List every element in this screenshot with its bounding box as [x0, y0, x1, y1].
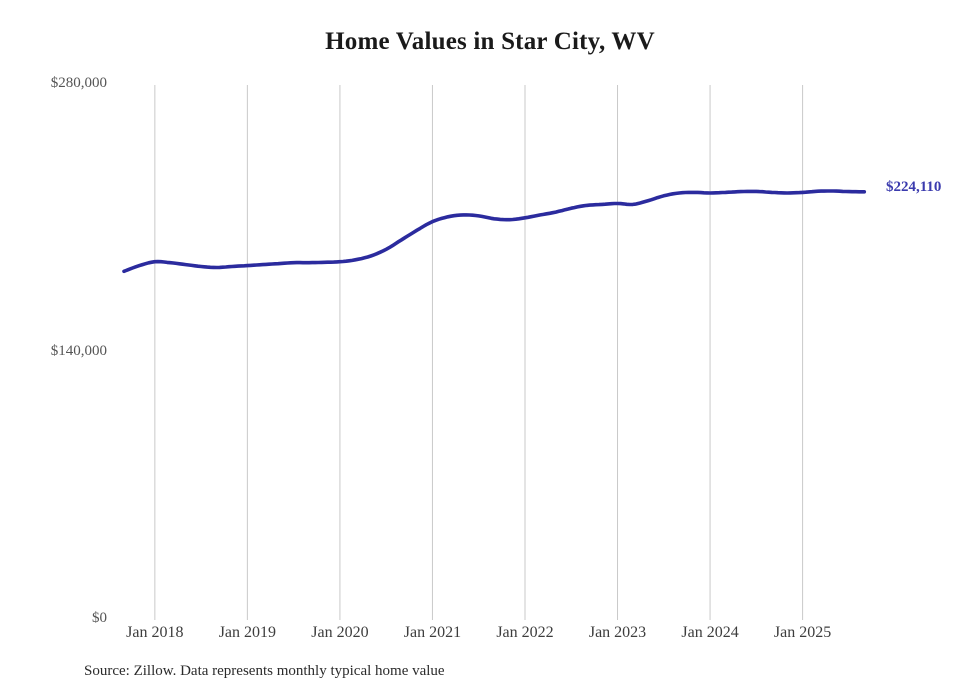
- source-note: Source: Zillow. Data represents monthly …: [84, 663, 445, 679]
- x-axis-tick-label: Jan 2020: [311, 624, 369, 641]
- end-value-label: $224,110: [886, 178, 942, 195]
- x-axis-tick-label: Jan 2021: [403, 624, 462, 641]
- chart-title: Home Values in Star City, WV: [325, 28, 655, 55]
- y-axis-tick-label: $280,000: [50, 75, 107, 91]
- x-axis-tick-label: Jan 2023: [588, 624, 647, 641]
- x-axis-tick-label: Jan 2018: [126, 624, 184, 641]
- y-axis-tick-label: $140,000: [50, 342, 107, 359]
- x-axis-tick-label: Jan 2022: [496, 624, 554, 641]
- y-axis-tick-label: $0: [92, 610, 107, 626]
- x-axis-tick-label: Jan 2019: [218, 624, 277, 641]
- x-axis-tick-label: Jan 2024: [681, 624, 739, 641]
- x-axis-tick-label: Jan 2025: [773, 624, 832, 641]
- home-value-line: [122, 189, 867, 274]
- gridlines: [154, 85, 804, 620]
